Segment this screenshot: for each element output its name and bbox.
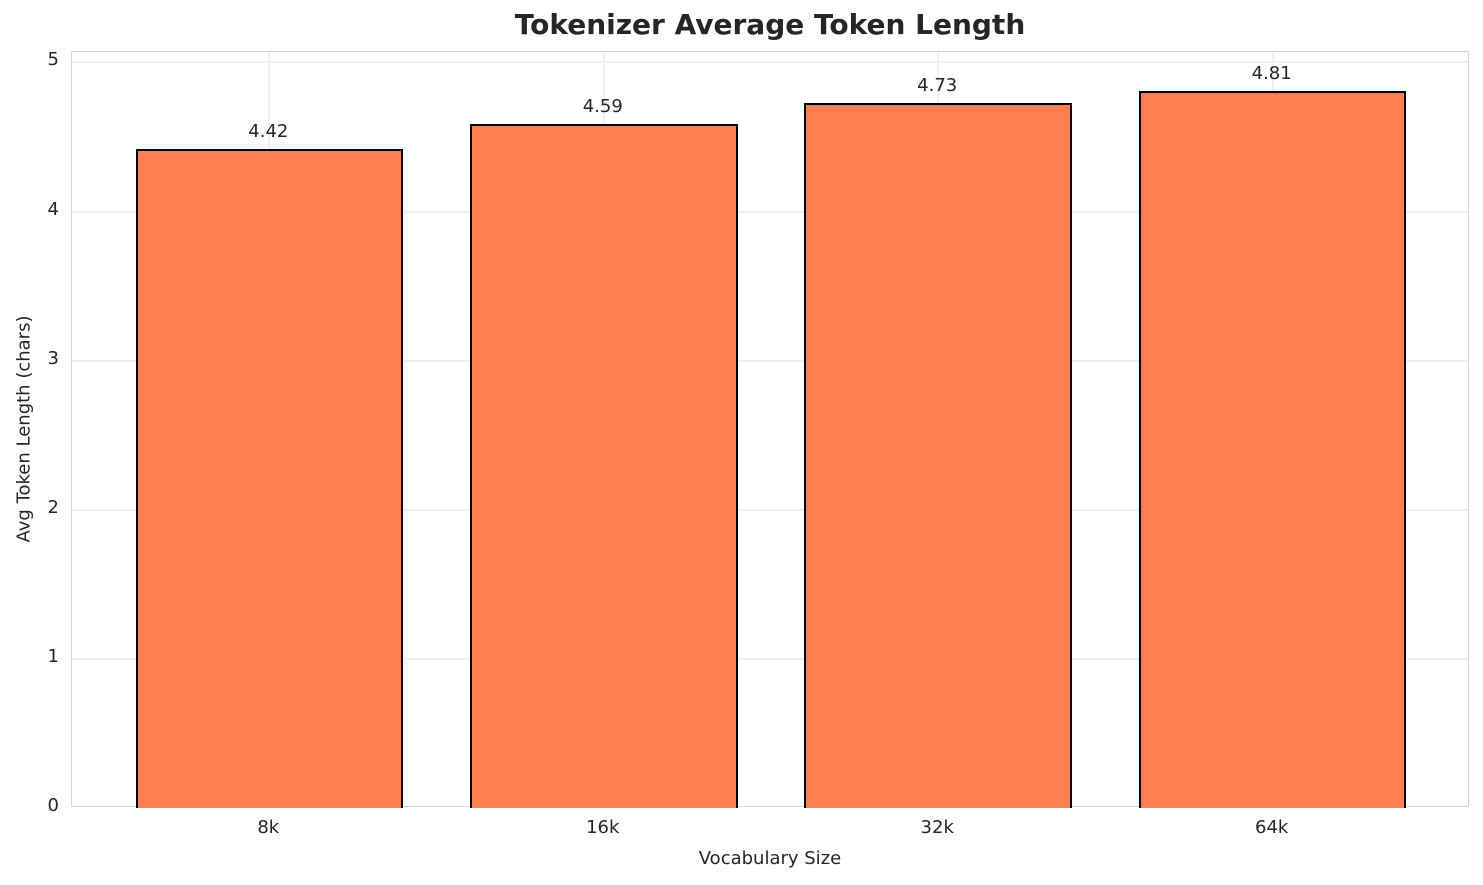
gridline-horizontal <box>72 508 1468 511</box>
x-tick-label: 8k <box>257 817 280 838</box>
y-tick-label: 1 <box>47 645 59 667</box>
y-tick-label: 5 <box>47 49 59 71</box>
y-tick-label: 0 <box>47 795 59 816</box>
y-tick-label: 3 <box>47 347 59 369</box>
bar <box>1138 90 1407 808</box>
y-tick-label: 4 <box>47 198 59 220</box>
chart-title: Tokenizer Average Token Length <box>514 8 1026 41</box>
y-axis-label: Avg Token Length (chars) <box>13 315 35 543</box>
bar-value-label: 4.59 <box>582 95 623 117</box>
x-tick-label: 32k <box>920 817 954 838</box>
bar-value-label: 4.81 <box>1251 62 1292 84</box>
gridline-horizontal <box>72 210 1468 213</box>
bar <box>469 123 738 808</box>
y-tick-label: 2 <box>47 496 59 518</box>
x-tick-label: 64k <box>1255 817 1289 838</box>
x-axis-label: Vocabulary Size <box>698 848 842 869</box>
plot-area <box>71 51 1469 808</box>
bar-value-label: 4.73 <box>917 74 958 96</box>
bar <box>135 148 404 808</box>
bar <box>804 102 1072 808</box>
gridline-horizontal <box>72 61 1468 64</box>
gridline-horizontal <box>72 359 1468 362</box>
gridline-horizontal <box>72 657 1468 660</box>
bar-value-label: 4.42 <box>248 120 289 142</box>
x-tick-label: 16k <box>586 817 620 838</box>
